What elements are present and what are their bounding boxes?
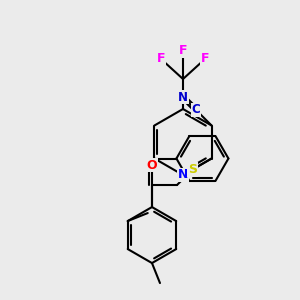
Text: O: O [147,159,157,172]
Text: N: N [178,169,188,182]
Text: S: S [188,163,197,176]
Text: C: C [192,103,200,116]
Text: F: F [157,52,165,65]
Text: N: N [178,91,188,104]
Text: F: F [179,44,187,58]
Text: F: F [201,52,209,65]
